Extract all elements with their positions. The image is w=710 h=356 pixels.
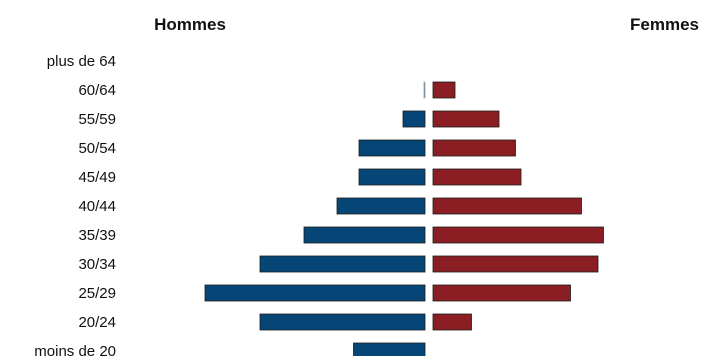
bar-hommes-25-29 bbox=[204, 284, 426, 302]
category-label-25-29: 25/29 bbox=[78, 285, 116, 302]
bar-hommes-35-39 bbox=[303, 226, 426, 244]
category-label-55-59: 55/59 bbox=[78, 111, 116, 128]
bar-hommes-60-64 bbox=[423, 81, 426, 99]
header-femmes: Femmes bbox=[630, 15, 699, 34]
category-label-20-24: 20/24 bbox=[78, 314, 116, 331]
bar-hommes-55-59 bbox=[402, 110, 426, 128]
category-label-30-34: 30/34 bbox=[78, 256, 116, 273]
category-label-plus-de-64: plus de 64 bbox=[47, 53, 116, 70]
bar-hommes-40-44 bbox=[336, 197, 426, 215]
category-label-40-44: 40/44 bbox=[78, 198, 116, 215]
bar-femmes-55-59 bbox=[432, 110, 500, 128]
femmes-bars bbox=[432, 81, 604, 331]
bar-femmes-35-39 bbox=[432, 226, 604, 244]
hommes-bars bbox=[204, 81, 426, 356]
header-hommes: Hommes bbox=[154, 15, 226, 34]
bar-hommes-50-54 bbox=[358, 139, 426, 157]
category-label-35-39: 35/39 bbox=[78, 227, 116, 244]
bar-hommes-30-34 bbox=[259, 255, 426, 273]
bar-hommes-moins-de-20 bbox=[353, 342, 426, 356]
bar-femmes-25-29 bbox=[432, 284, 571, 302]
category-label-45-49: 45/49 bbox=[78, 169, 116, 186]
category-label-60-64: 60/64 bbox=[78, 82, 116, 99]
bar-femmes-20-24 bbox=[432, 313, 472, 331]
category-label-moins-de-20: moins de 20 bbox=[34, 343, 116, 356]
bar-femmes-60-64 bbox=[432, 81, 456, 99]
category-label-50-54: 50/54 bbox=[78, 140, 116, 157]
bar-femmes-50-54 bbox=[432, 139, 516, 157]
category-labels: plus de 64 60/64 55/59 50/54 45/49 40/44 35/39… bbox=[34, 53, 116, 356]
bar-hommes-45-49 bbox=[358, 168, 426, 186]
bar-femmes-40-44 bbox=[432, 197, 582, 215]
bar-femmes-30-34 bbox=[432, 255, 599, 273]
bar-hommes-20-24 bbox=[259, 313, 426, 331]
bar-femmes-45-49 bbox=[432, 168, 522, 186]
